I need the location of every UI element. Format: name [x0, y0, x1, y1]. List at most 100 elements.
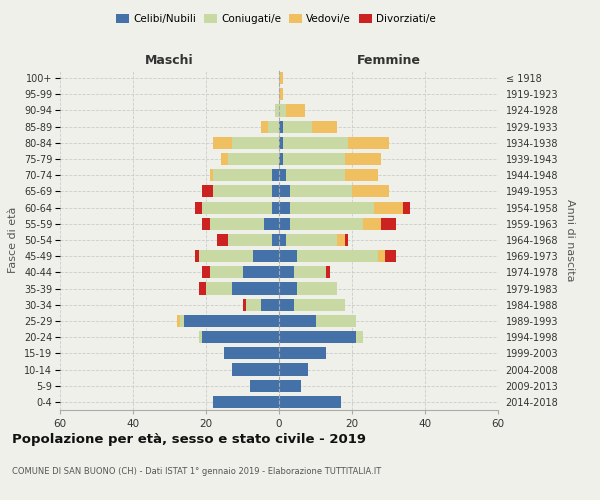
Bar	[261, 298, 279, 311]
Bar	[261, 120, 268, 132]
Bar	[283, 153, 344, 165]
Bar	[283, 120, 312, 132]
Bar	[206, 282, 232, 294]
Bar	[232, 137, 279, 149]
Bar	[246, 298, 261, 311]
Bar	[374, 202, 403, 213]
Bar	[232, 364, 279, 376]
Bar	[316, 315, 356, 327]
Bar	[202, 218, 209, 230]
Bar	[279, 169, 286, 181]
Bar	[272, 186, 279, 198]
Bar	[181, 315, 184, 327]
Bar	[177, 315, 181, 327]
Bar	[352, 186, 389, 198]
Bar	[279, 315, 316, 327]
Bar	[293, 266, 326, 278]
Bar	[356, 331, 363, 343]
Bar	[214, 169, 272, 181]
Bar	[279, 298, 293, 311]
Bar	[363, 218, 381, 230]
Bar	[232, 282, 279, 294]
Bar	[272, 202, 279, 213]
Bar	[214, 137, 232, 149]
Bar	[385, 250, 396, 262]
Bar	[275, 104, 279, 117]
Bar	[214, 186, 272, 198]
Text: COMUNE DI SAN BUONO (CH) - Dati ISTAT 1° gennaio 2019 - Elaborazione TUTTITALIA.: COMUNE DI SAN BUONO (CH) - Dati ISTAT 1°…	[12, 468, 381, 476]
Bar	[279, 364, 308, 376]
Bar	[290, 218, 363, 230]
Bar	[403, 202, 410, 213]
Bar	[293, 298, 345, 311]
Bar	[195, 202, 202, 213]
Bar	[195, 250, 199, 262]
Bar	[265, 218, 279, 230]
Bar	[279, 282, 297, 294]
Bar	[312, 120, 337, 132]
Bar	[279, 120, 283, 132]
Legend: Celibi/Nubili, Coniugati/e, Vedovi/e, Divorziati/e: Celibi/Nubili, Coniugati/e, Vedovi/e, Di…	[112, 10, 440, 29]
Bar	[242, 266, 279, 278]
Bar	[272, 234, 279, 246]
Bar	[344, 153, 381, 165]
Bar	[199, 282, 206, 294]
Bar	[202, 331, 279, 343]
Bar	[202, 266, 209, 278]
Bar	[290, 186, 352, 198]
Bar	[279, 137, 283, 149]
Bar	[279, 380, 301, 392]
Bar	[337, 234, 344, 246]
Text: Femmine: Femmine	[356, 54, 421, 67]
Bar	[279, 396, 341, 408]
Y-axis label: Fasce di età: Fasce di età	[8, 207, 19, 273]
Bar	[297, 250, 377, 262]
Bar	[228, 234, 272, 246]
Bar	[279, 186, 290, 198]
Bar	[279, 88, 283, 101]
Bar	[221, 153, 228, 165]
Bar	[290, 202, 374, 213]
Bar	[283, 137, 349, 149]
Bar	[253, 250, 279, 262]
Bar	[279, 331, 356, 343]
Bar	[344, 234, 349, 246]
Bar	[202, 186, 214, 198]
Bar	[184, 315, 279, 327]
Bar	[286, 234, 337, 246]
Text: Maschi: Maschi	[145, 54, 194, 67]
Bar	[199, 250, 253, 262]
Bar	[217, 234, 228, 246]
Bar	[250, 380, 279, 392]
Bar	[349, 137, 389, 149]
Bar	[209, 218, 265, 230]
Bar	[209, 266, 242, 278]
Y-axis label: Anni di nascita: Anni di nascita	[565, 198, 575, 281]
Bar	[286, 169, 345, 181]
Bar	[224, 348, 279, 360]
Bar	[326, 266, 330, 278]
Bar	[279, 218, 290, 230]
Bar	[279, 234, 286, 246]
Bar	[279, 348, 326, 360]
Bar	[286, 104, 305, 117]
Bar	[228, 153, 279, 165]
Bar	[381, 218, 396, 230]
Bar	[297, 282, 337, 294]
Bar	[199, 331, 202, 343]
Bar	[272, 169, 279, 181]
Bar	[344, 169, 377, 181]
Bar	[377, 250, 385, 262]
Bar	[268, 120, 279, 132]
Bar	[279, 153, 283, 165]
Bar	[279, 266, 293, 278]
Bar	[279, 250, 297, 262]
Bar	[202, 202, 272, 213]
Bar	[279, 202, 290, 213]
Bar	[279, 72, 283, 84]
Bar	[214, 396, 279, 408]
Bar	[209, 169, 214, 181]
Bar	[242, 298, 246, 311]
Bar	[279, 104, 286, 117]
Text: Popolazione per età, sesso e stato civile - 2019: Popolazione per età, sesso e stato civil…	[12, 432, 366, 446]
